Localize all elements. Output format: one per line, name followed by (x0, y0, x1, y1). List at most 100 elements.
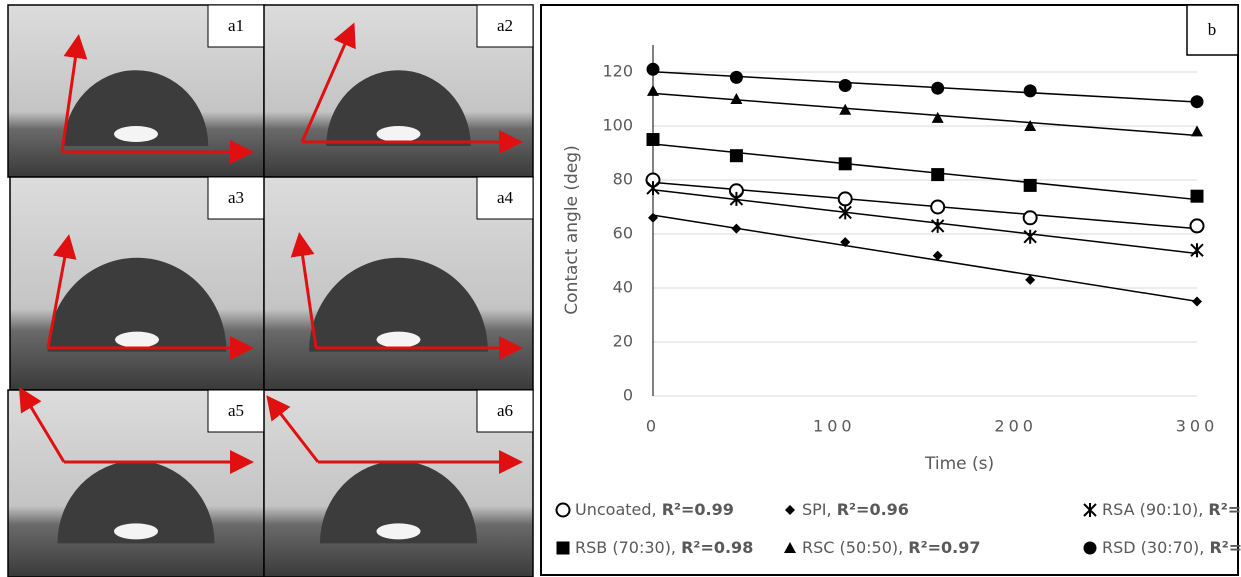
marker (729, 191, 744, 206)
marker (729, 149, 743, 163)
photo-label: a5 (228, 401, 244, 420)
legend-label: RSA (90:10), R²=0.99 (1102, 500, 1241, 519)
trend-line (652, 71, 1198, 103)
x-tick-label: 100 (813, 417, 856, 436)
marker (729, 70, 743, 84)
droplet-highlight (376, 523, 421, 540)
photo-panel: a1 a2 a3 a4 a5 a6 (7, 4, 534, 577)
marker (1083, 503, 1097, 517)
legend-label: SPI, R²=0.96 (802, 500, 909, 519)
angle-arrow (290, 232, 318, 349)
legend-r2: R²=0.96 (837, 500, 909, 519)
marker (646, 62, 660, 76)
marker (930, 199, 946, 215)
trend-line (652, 214, 1198, 303)
marker (784, 542, 796, 553)
marker (555, 502, 571, 518)
legend-label: RSB (70:30), R²=0.98 (575, 538, 753, 557)
y-axis-title: Contact angle (deg) (562, 145, 582, 314)
angle-arrow (300, 22, 356, 143)
legend-name: RSB (70:30), (575, 538, 681, 557)
marker (1022, 210, 1038, 226)
marker (730, 93, 743, 104)
marker (1190, 243, 1204, 258)
droplet-highlight (115, 331, 159, 348)
marker (840, 237, 851, 248)
marker (838, 79, 852, 92)
photo-label-box (207, 4, 265, 48)
photo-label: a3 (228, 188, 244, 207)
photo-label-box (207, 176, 265, 220)
marker (646, 181, 660, 196)
y-tick-label: 120 (602, 62, 633, 81)
x-axis-title: Time (s) (924, 454, 994, 474)
marker (731, 223, 742, 234)
legend-label: RSC (50:50), R²=0.97 (802, 538, 981, 557)
legend-name: RSA (90:10), (1102, 500, 1208, 519)
legend-item: RSB (70:30), R²=0.98 (556, 538, 753, 557)
marker (1024, 120, 1037, 131)
panel-label: b (1208, 20, 1217, 39)
marker (785, 505, 795, 515)
photo-label: a2 (497, 16, 513, 35)
marker (646, 133, 660, 146)
photo-label-box (476, 176, 534, 220)
marker (931, 168, 945, 182)
y-tick-label: 0 (623, 386, 633, 405)
photo-label: a6 (497, 401, 513, 420)
photo: a5 (7, 386, 265, 577)
legend-r2: R²=0.99 (1208, 500, 1241, 519)
trend-line (652, 92, 1198, 137)
marker (1083, 541, 1097, 555)
x-tick-label: 200 (994, 417, 1037, 436)
legend-name: RSC (50:50), (802, 538, 908, 557)
droplet-highlight (114, 523, 158, 540)
photo-label: a4 (497, 188, 514, 207)
marker (931, 111, 944, 123)
photo-label: a1 (228, 16, 244, 35)
marker (930, 218, 945, 233)
droplet (57, 460, 215, 544)
photo: a2 (263, 4, 534, 178)
marker (931, 81, 945, 95)
droplet (63, 70, 209, 147)
angle-arrow (18, 386, 66, 463)
photo: a1 (7, 4, 265, 178)
droplet (309, 257, 488, 352)
photo-label-box (476, 389, 534, 433)
droplet-highlight (376, 331, 421, 348)
marker (1190, 95, 1204, 109)
trend-line (652, 189, 1198, 255)
y-tick-label: 60 (613, 224, 633, 243)
droplet-highlight (376, 126, 421, 143)
droplet (319, 460, 478, 544)
legend-name: Uncoated, (575, 500, 662, 519)
marker (648, 212, 658, 223)
marker (837, 191, 853, 207)
marker (1191, 125, 1203, 137)
marker (839, 103, 852, 115)
marker (1192, 296, 1202, 307)
photo-label-box (207, 389, 265, 433)
marker (647, 84, 659, 96)
marker (1023, 229, 1037, 244)
y-tick-label: 40 (613, 278, 633, 297)
legend-label: Uncoated, R²=0.99 (575, 500, 734, 519)
marker (1189, 218, 1205, 234)
marker (1023, 84, 1037, 98)
y-tick-label: 100 (602, 116, 633, 135)
marker (556, 541, 570, 555)
photo-label-box (476, 4, 534, 48)
legend-name: SPI, (802, 500, 837, 519)
droplet (47, 257, 227, 352)
photo: a6 (263, 389, 534, 577)
x-tick-label: 0 (646, 417, 660, 436)
legend-r2: R²=0.98 (681, 538, 753, 557)
legend-r2: R²=0.97 (908, 538, 980, 557)
legend-item: RSA (90:10), R²=0.99 (1083, 500, 1241, 519)
marker (838, 157, 852, 171)
legend-label: RSD (30:70), R²=0.96 (1102, 538, 1241, 557)
trend-line (652, 143, 1198, 201)
